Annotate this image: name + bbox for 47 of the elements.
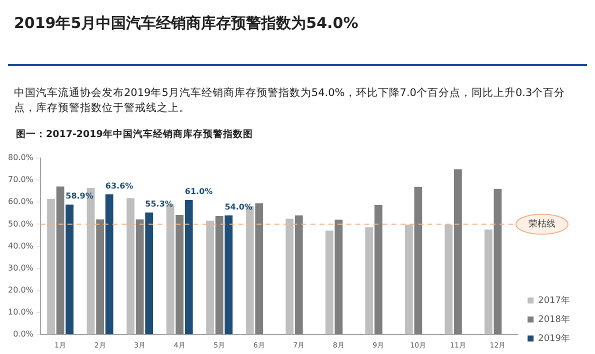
bar	[454, 169, 462, 334]
bar	[184, 200, 193, 334]
y-tick-label: 60.0%	[8, 197, 34, 206]
bar	[286, 218, 294, 334]
data-label: 61.0%	[184, 187, 213, 196]
bar	[414, 186, 422, 334]
bar	[96, 219, 104, 334]
bar	[105, 194, 114, 334]
text: 图一：2017-2019年中国汽车经销商库存预警指数图	[16, 128, 253, 141]
bar	[66, 204, 74, 334]
ref-line-label: 荣枯线	[528, 218, 556, 230]
bar	[365, 227, 374, 334]
bar	[334, 220, 343, 334]
y-tick-label: 40.0%	[8, 241, 34, 250]
y-tick-label: 30.0%	[8, 263, 34, 272]
bar	[176, 214, 184, 334]
bar	[215, 216, 224, 334]
bar	[404, 224, 413, 334]
y-tick-label: 0.0%	[13, 330, 34, 339]
bar	[126, 198, 134, 334]
bar	[255, 203, 264, 334]
data-label: 55.3%	[145, 200, 173, 209]
bar	[444, 224, 453, 334]
data-label: 54.0%	[224, 202, 252, 212]
data-label: 58.9%	[66, 192, 94, 201]
y-tick-label: 10.0%	[8, 308, 34, 317]
legend-label: 2019年	[538, 332, 570, 344]
bar	[494, 188, 502, 334]
bar	[325, 230, 334, 334]
chart-subtitle: 中国汽车流通协会发布2019年5月汽车经销商库存预警指数为54.0%，环比下降7.0个百分点，同比上升0.3个百分点，库存预警指数位于警戒线之上。	[14, 86, 566, 116]
y-tick-label: 20.0%	[8, 286, 34, 295]
legend-label: 2018年	[538, 314, 570, 325]
bar	[484, 230, 492, 334]
bar	[374, 205, 382, 334]
bar	[47, 198, 55, 334]
y-tick-label: 80.0%	[8, 153, 34, 162]
legend-label: 2017年	[538, 294, 570, 306]
y-tick-label: 70.0%	[8, 175, 34, 184]
y-tick-label: 50.0%	[8, 219, 34, 228]
bar	[56, 186, 64, 334]
bar	[145, 212, 154, 334]
bar	[136, 219, 144, 334]
bar	[294, 215, 303, 334]
bar	[206, 220, 214, 334]
data-label: 63.6%	[105, 181, 134, 190]
chart-title: 2019年5月中国汽车经销商库存预警指数为54.0%	[14, 14, 358, 33]
bar	[224, 215, 233, 334]
